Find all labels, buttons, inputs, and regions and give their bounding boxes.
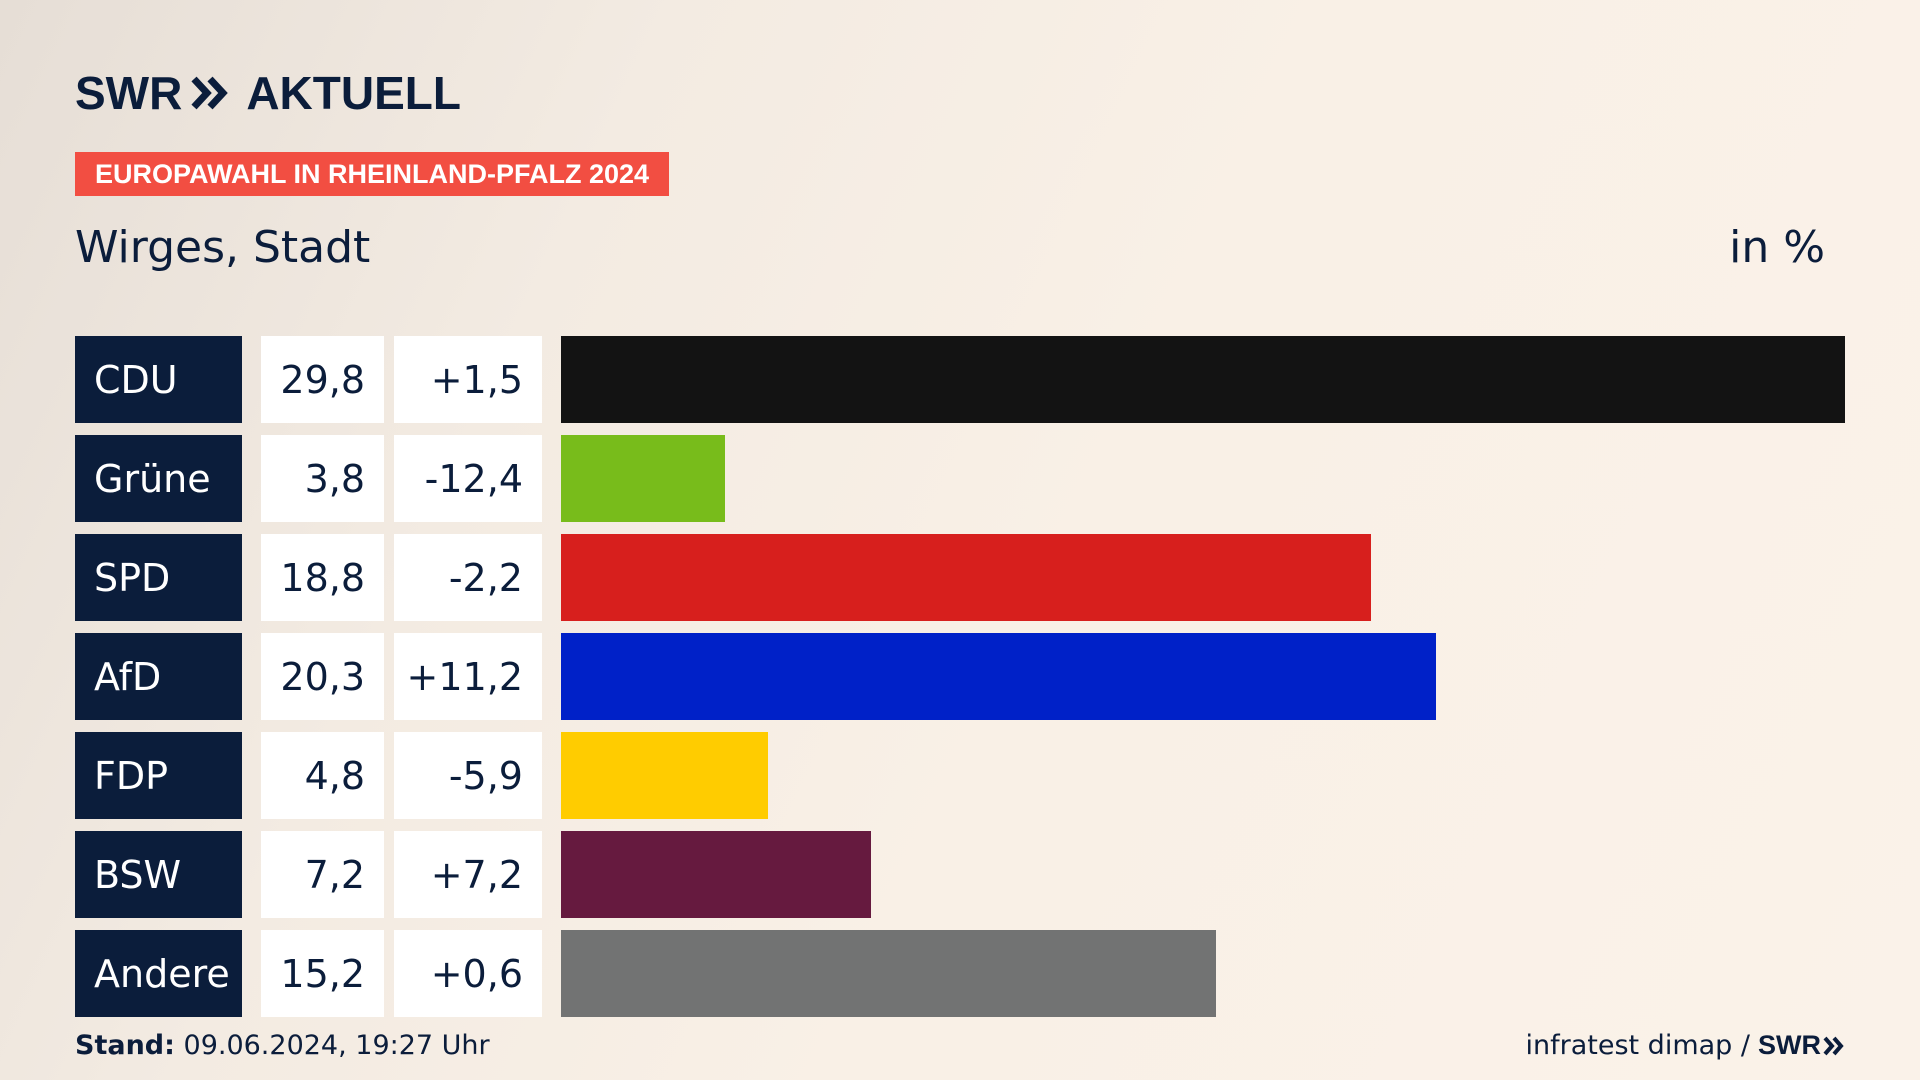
vote-share-value: 3,8 — [261, 435, 384, 522]
change-value: +0,6 — [394, 930, 542, 1017]
party-label: CDU — [75, 336, 242, 423]
swr-aktuell-logo: SWR AKTUELL — [75, 67, 461, 119]
party-label: FDP — [75, 732, 242, 819]
change-value: -12,4 — [394, 435, 542, 522]
stand-label: Stand: — [75, 1030, 175, 1061]
logo-swr-text: SWR — [75, 67, 183, 119]
vote-share-value: 7,2 — [261, 831, 384, 918]
change-value: +1,5 — [394, 336, 542, 423]
vote-share-value: 18,8 — [261, 534, 384, 621]
party-label: BSW — [75, 831, 242, 918]
logo-aktuell-text: AKTUELL — [246, 67, 461, 119]
unit-label: in % — [1729, 222, 1825, 273]
party-label: SPD — [75, 534, 242, 621]
timestamp: Stand: 09.06.2024, 19:27 Uhr — [75, 1030, 490, 1061]
change-value: +11,2 — [394, 633, 542, 720]
result-row: FDP 4,8 -5,9 — [75, 732, 1845, 819]
source-text: infratest dimap / — [1525, 1030, 1750, 1061]
result-row: Andere 15,2 +0,6 — [75, 930, 1845, 1017]
result-bar — [561, 732, 768, 819]
result-bar — [561, 633, 1436, 720]
stand-value: 09.06.2024, 19:27 Uhr — [183, 1030, 490, 1061]
source-brand-text: SWR — [1758, 1030, 1821, 1060]
vote-share-value: 4,8 — [261, 732, 384, 819]
source-brand: SWR — [1758, 1030, 1845, 1061]
vote-share-value: 20,3 — [261, 633, 384, 720]
party-label: Andere — [75, 930, 242, 1017]
double-chevron-icon — [1823, 1036, 1844, 1055]
vote-share-value: 29,8 — [261, 336, 384, 423]
double-chevron-icon — [190, 76, 230, 110]
result-bar — [561, 930, 1216, 1017]
result-bar — [561, 534, 1371, 621]
change-value: -5,9 — [394, 732, 542, 819]
result-row: BSW 7,2 +7,2 — [75, 831, 1845, 918]
source-credit: infratest dimap / SWR — [1525, 1030, 1845, 1061]
vote-share-value: 15,2 — [261, 930, 384, 1017]
result-row: AfD 20,3 +11,2 — [75, 633, 1845, 720]
result-row: Grüne 3,8 -12,4 — [75, 435, 1845, 522]
result-bar — [561, 831, 871, 918]
party-label: AfD — [75, 633, 242, 720]
topic-badge: EUROPAWAHL IN RHEINLAND-PFALZ 2024 — [75, 152, 670, 196]
result-bar — [561, 435, 725, 522]
result-bar — [561, 336, 1845, 423]
change-value: -2,2 — [394, 534, 542, 621]
result-row: CDU 29,8 +1,5 — [75, 336, 1845, 423]
result-row: SPD 18,8 -2,2 — [75, 534, 1845, 621]
chart-subtitle: Wirges, Stadt — [75, 222, 371, 273]
change-value: +7,2 — [394, 831, 542, 918]
party-label: Grüne — [75, 435, 242, 522]
